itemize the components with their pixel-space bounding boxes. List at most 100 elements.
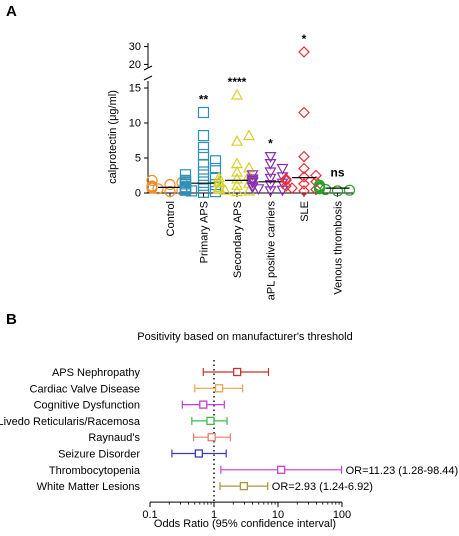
- data-point: [310, 183, 322, 196]
- panel-a-axes: 0 5 10 15 20 30 calprotectin (μg/ml): [107, 41, 354, 200]
- panel-b-axes: Positivity based on manufacturer's thres…: [137, 331, 353, 530]
- x-tick-label: 1: [211, 509, 217, 521]
- data-point: [298, 46, 310, 58]
- row-label: White Matter Lesions: [37, 481, 141, 493]
- data-point: [197, 179, 210, 191]
- data-point: [197, 148, 210, 161]
- data-point: [179, 169, 192, 181]
- data-point: [246, 170, 259, 182]
- data-point: [230, 165, 244, 177]
- data-point: [298, 185, 310, 197]
- data-point: [197, 173, 210, 185]
- data-point: [230, 172, 244, 184]
- data-point: [197, 159, 210, 171]
- data-point: [331, 185, 344, 197]
- data-point: [146, 174, 158, 186]
- y-tick-label: 10: [129, 118, 141, 130]
- panel-a-points: ********ns: [146, 32, 356, 198]
- forest-row: Cognitive Dysfunction: [34, 400, 225, 412]
- or-marker: [277, 465, 286, 474]
- x-tick-label: 100: [333, 509, 351, 521]
- data-point: [146, 180, 158, 192]
- y-axis-label: calprotectin (μg/ml): [107, 90, 119, 184]
- data-point: [197, 130, 210, 142]
- or-marker: [194, 449, 204, 458]
- axis-break-mark: [143, 65, 153, 71]
- row-label: Thrombocytopenia: [49, 465, 141, 477]
- or-marker: [214, 384, 224, 393]
- x-axis-label: Odds Ratio (95% confidence interval): [154, 518, 336, 530]
- y-tick-label: 20: [129, 59, 141, 71]
- data-point: [185, 185, 198, 197]
- data-point: [246, 177, 259, 189]
- or-marker: [199, 400, 208, 409]
- panel-b-forest-plot: B Positivity based on manufacturer's thr…: [0, 311, 458, 530]
- data-point: [212, 174, 226, 186]
- forest-row: Cardiac Valve Disease: [30, 383, 244, 395]
- data-point: [264, 152, 277, 163]
- data-point: [246, 175, 259, 187]
- chart-title: Positivity based on manufacturer's thres…: [137, 331, 353, 343]
- x-tick-label: 10: [272, 509, 284, 521]
- forest-row: Livedo Reticularis/Racemosa: [0, 416, 228, 428]
- data-point: [298, 162, 310, 175]
- data-point: [152, 183, 164, 195]
- data-point: [286, 182, 298, 194]
- or-marker: [233, 367, 242, 377]
- data-point: [212, 171, 226, 183]
- data-point: [280, 173, 292, 185]
- forest-row: Raynaud's: [88, 432, 231, 444]
- data-point: [209, 155, 222, 167]
- category-label: Venous thrombosis: [333, 201, 345, 295]
- data-point: [197, 166, 210, 178]
- data-point: [197, 186, 210, 198]
- significance-label: ****: [228, 75, 247, 89]
- data-point: [280, 180, 292, 192]
- axis-break-mark: [143, 75, 153, 81]
- data-point: [264, 159, 277, 170]
- data-point: [310, 169, 322, 182]
- data-point: [343, 184, 356, 196]
- data-point: [246, 174, 259, 186]
- row-label: Seizure Disorder: [58, 449, 140, 461]
- significance-label: **: [199, 93, 209, 107]
- data-point: [212, 182, 226, 194]
- row-label: Cognitive Dysfunction: [34, 400, 140, 412]
- data-point: [230, 185, 244, 197]
- data-point: [298, 178, 310, 190]
- data-point: [197, 106, 210, 119]
- row-label: Raynaud's: [88, 432, 140, 444]
- data-point: [319, 183, 332, 196]
- data-point: [242, 129, 256, 141]
- row-annotation: OR=11.23 (1.28-98.44): [346, 465, 459, 477]
- forest-row: White Matter Lesions OR=2.93 (1.24-6.92): [37, 481, 373, 493]
- category-label: Secondary APS: [232, 201, 244, 278]
- data-point: [209, 162, 222, 175]
- data-point: [230, 179, 244, 190]
- or-marker: [207, 433, 216, 442]
- significance-label: ns: [330, 165, 344, 179]
- data-point: [242, 161, 256, 173]
- row-label: APS Nephropathy: [52, 367, 141, 379]
- data-point: [230, 134, 244, 146]
- data-point: [298, 171, 310, 183]
- data-point: [164, 186, 176, 198]
- y-tick-label: 30: [129, 41, 141, 53]
- row-label: Cardiac Valve Disease: [30, 383, 140, 395]
- panel-b-rows: APS Nephropathy Cardiac Valve Disease Cogn…: [0, 367, 458, 493]
- data-point: [230, 157, 244, 169]
- y-tick-label: 5: [135, 153, 141, 165]
- forest-row: Thrombocytopenia OR=11.23 (1.28-98.44): [49, 465, 458, 477]
- data-point: [264, 180, 277, 191]
- panel-b-label: B: [6, 311, 17, 328]
- category-label: Primary APS: [199, 201, 211, 263]
- significance-label: *: [268, 137, 273, 151]
- data-point: [164, 179, 176, 191]
- panel-a-label: A: [6, 3, 17, 20]
- forest-row: Seizure Disorder: [58, 449, 227, 461]
- data-point: [276, 163, 289, 175]
- data-point: [197, 141, 210, 154]
- significance-label: *: [302, 32, 307, 46]
- data-point: [298, 106, 310, 119]
